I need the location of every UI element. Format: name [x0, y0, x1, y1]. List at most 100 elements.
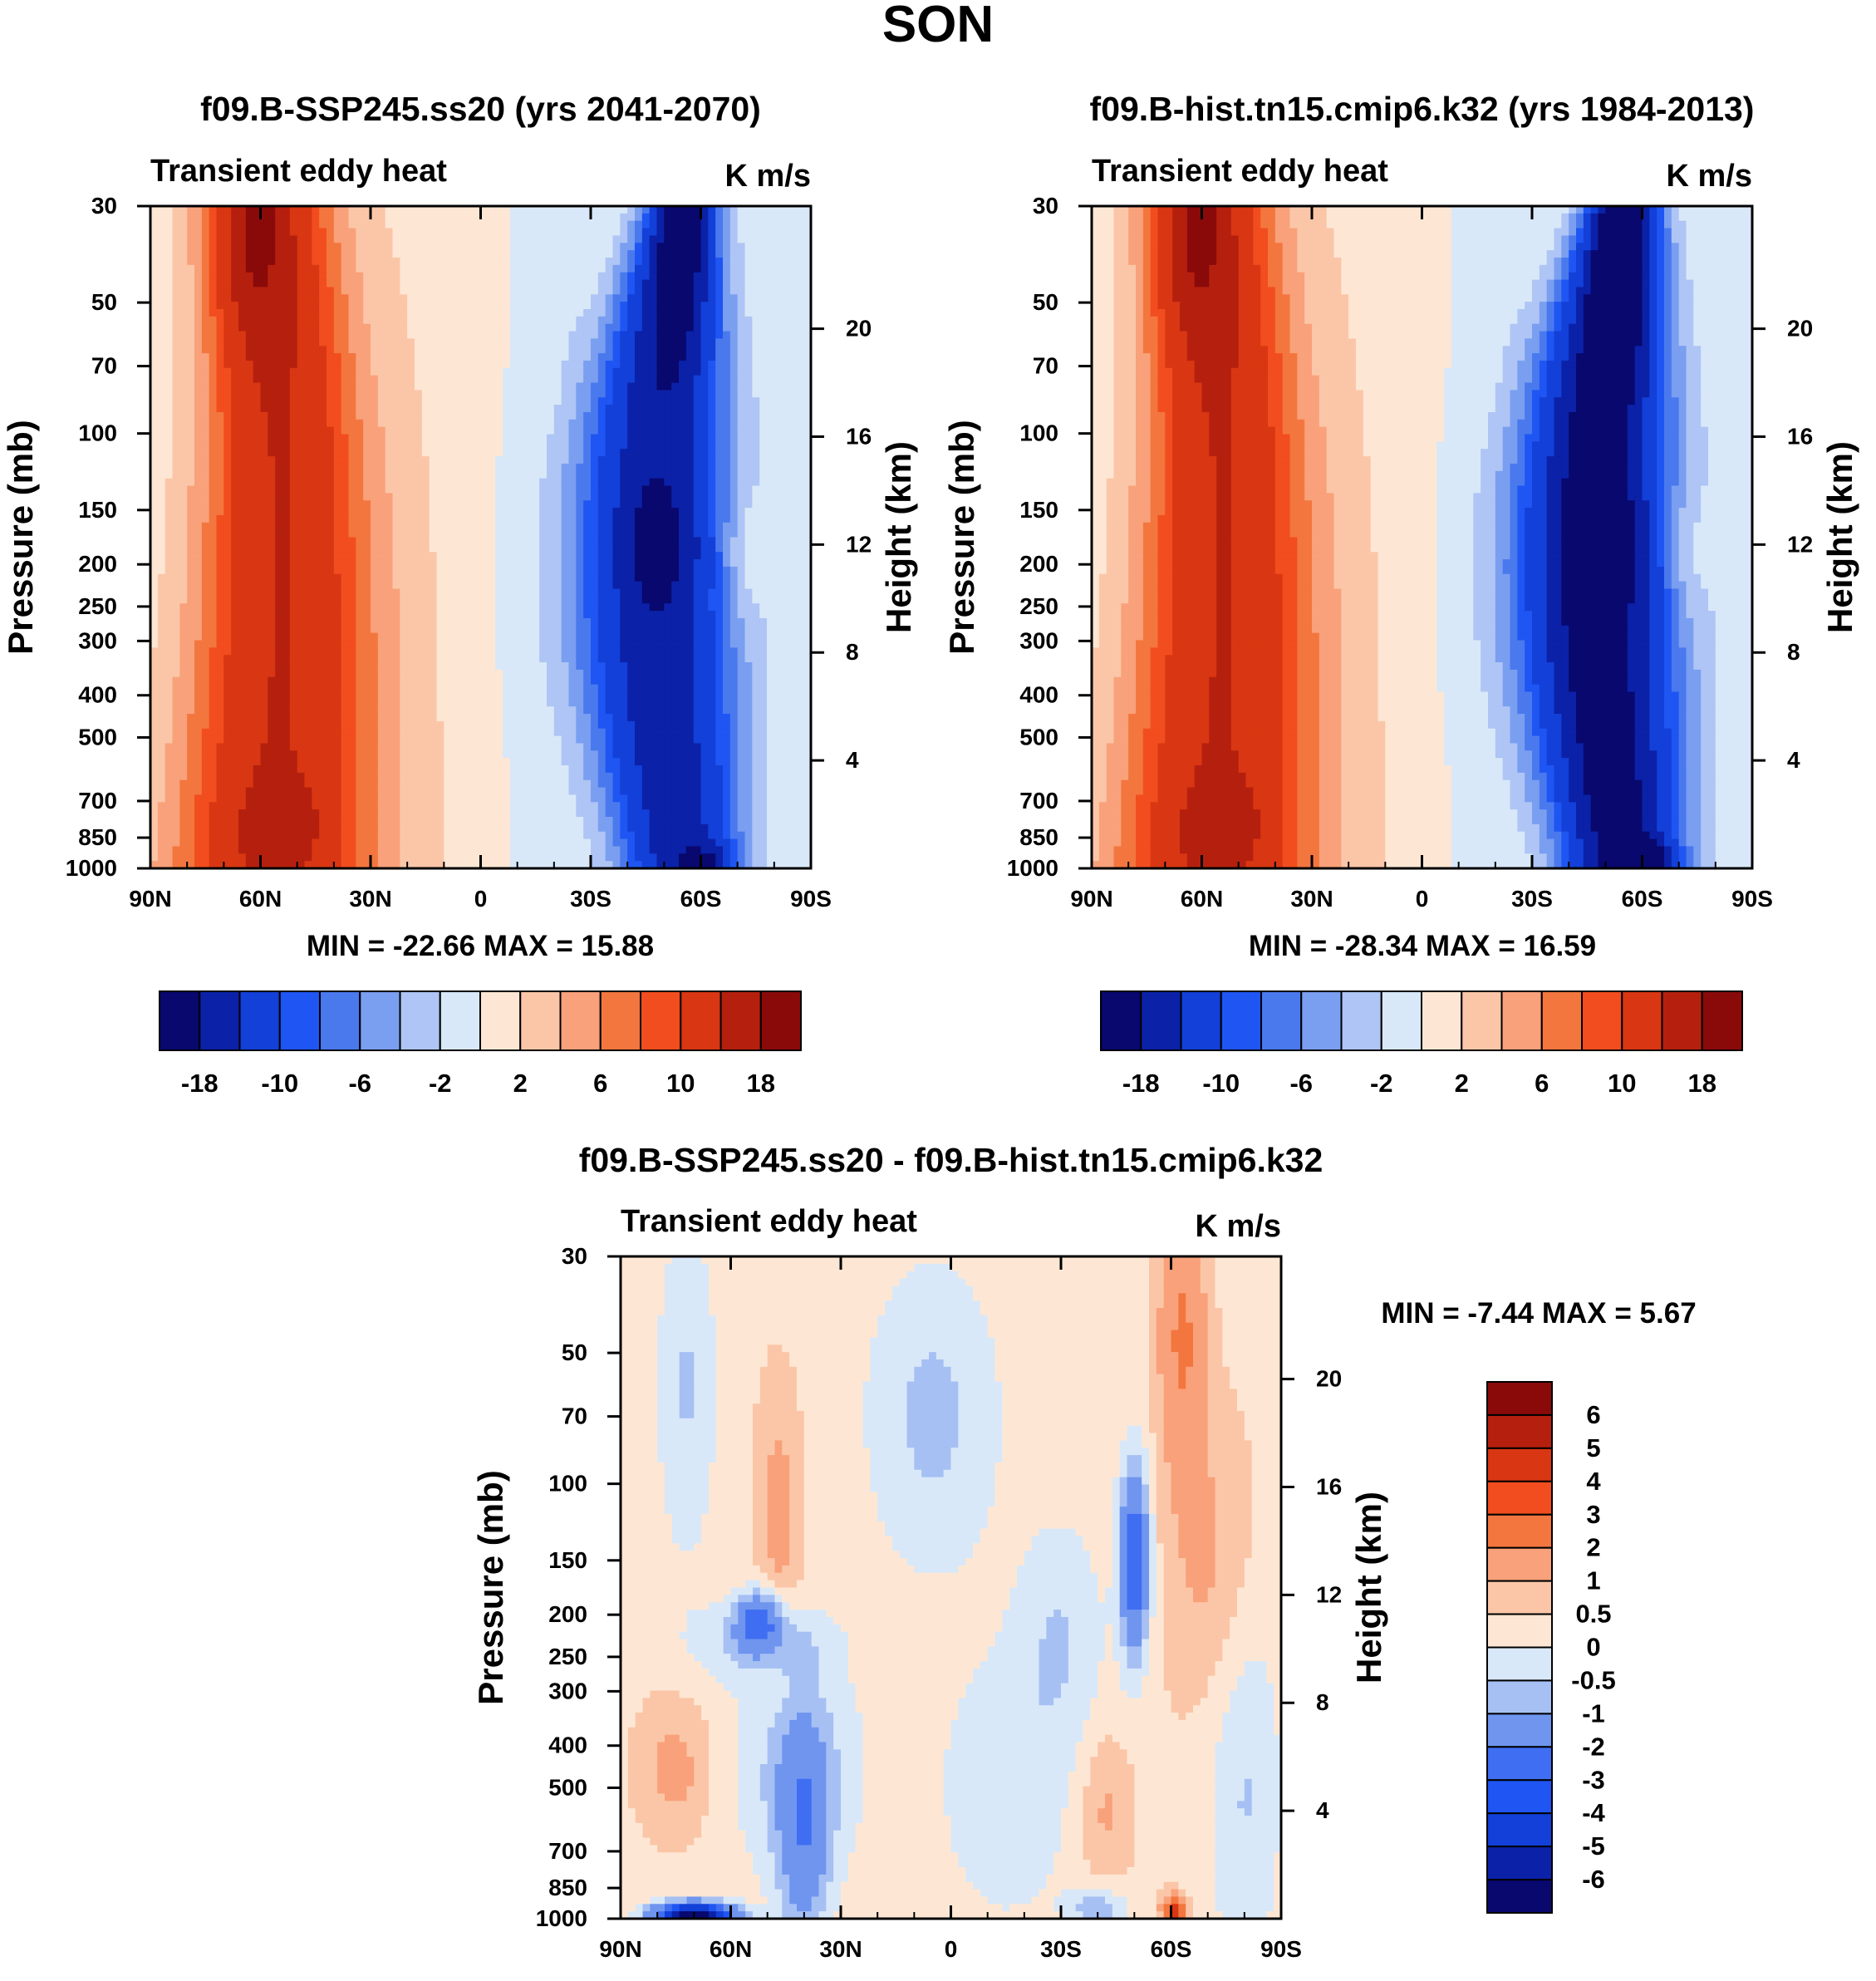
field-cell: [348, 566, 356, 575]
field-cell: [282, 367, 291, 376]
field-cell: [371, 272, 379, 281]
field-cell: [415, 470, 423, 479]
field-cell: [444, 426, 452, 435]
field-cell: [421, 514, 430, 524]
field-cell: [803, 316, 812, 325]
field-cell: [547, 419, 555, 428]
field-cell: [605, 235, 614, 243]
field-cell: [620, 390, 628, 398]
field-cell: [488, 500, 496, 509]
field-cell: [444, 382, 452, 391]
field-cell: [385, 566, 394, 575]
field-cell: [223, 308, 232, 317]
field-cell: [421, 228, 430, 237]
field-cell: [700, 449, 709, 457]
field-cell: [737, 544, 746, 553]
field-cell: [209, 308, 218, 317]
field-cell: [509, 338, 518, 347]
field-cell: [744, 331, 753, 339]
field-cell: [289, 514, 298, 524]
field-cell: [312, 213, 320, 222]
field-cell: [547, 463, 555, 472]
field-cell: [194, 338, 203, 347]
field-cell: [759, 573, 768, 583]
field-cell: [312, 220, 320, 229]
field-cell: [216, 426, 224, 435]
field-cell: [297, 367, 306, 376]
field-cell: [297, 235, 306, 243]
field-cell: [407, 611, 415, 619]
field-cell: [759, 478, 768, 487]
field-cell: [429, 294, 438, 302]
field-cell: [165, 470, 174, 479]
field-cell: [179, 250, 188, 258]
field-cell: [620, 316, 628, 325]
field-cell: [635, 323, 643, 332]
field-cell: [583, 493, 592, 501]
field-cell: [723, 206, 731, 214]
field-cell: [685, 544, 695, 553]
field-cell: [612, 537, 621, 545]
field-cell: [796, 206, 804, 214]
field-cell: [223, 426, 232, 435]
field-cell: [641, 323, 651, 332]
field-cell: [524, 235, 533, 243]
field-cell: [392, 220, 400, 229]
field-cell: [781, 529, 790, 538]
field-cell: [165, 493, 174, 501]
field-cell: [363, 302, 371, 310]
field-cell: [620, 257, 628, 266]
field-cell: [612, 514, 621, 524]
field-cell: [480, 316, 489, 325]
field-cell: [656, 514, 665, 524]
field-cell: [179, 441, 188, 450]
field-cell: [781, 346, 790, 354]
field-cell: [649, 470, 658, 479]
field-cell: [685, 485, 695, 494]
field-cell: [415, 250, 423, 258]
field-cell: [553, 323, 562, 332]
field-cell: [649, 302, 658, 310]
field-cell: [260, 581, 268, 590]
field-cell: [568, 581, 577, 590]
field-cell: [737, 588, 746, 597]
field-cell: [268, 508, 276, 516]
field-cell: [421, 367, 430, 376]
field-cell: [620, 264, 628, 273]
field-cell: [781, 308, 790, 317]
field-cell: [392, 552, 400, 560]
field-cell: [356, 411, 364, 420]
field-cell: [803, 552, 812, 560]
field-cell: [605, 529, 614, 538]
field-cell: [656, 331, 665, 339]
field-cell: [436, 308, 444, 317]
field-cell: [671, 449, 680, 457]
field-cell: [165, 544, 174, 553]
field-cell: [488, 316, 496, 325]
field-cell: [773, 514, 783, 524]
field-cell: [179, 397, 188, 406]
field-cell: [605, 559, 614, 568]
field-cell: [539, 250, 548, 258]
field-cell: [282, 331, 291, 339]
field-cell: [561, 367, 570, 376]
field-cell: [568, 257, 577, 266]
field-cell: [348, 228, 356, 237]
field-cell: [444, 493, 452, 501]
field-cell: [179, 529, 188, 538]
field-cell: [312, 611, 320, 619]
field-cell: [238, 611, 247, 619]
field-cell: [641, 537, 651, 545]
field-cell: [363, 375, 371, 384]
field-cell: [429, 235, 438, 243]
field-cell: [649, 508, 658, 516]
field-cell: [737, 206, 746, 214]
field-cell: [591, 411, 599, 420]
field-cell: [304, 508, 312, 516]
field-cell: [436, 228, 444, 237]
field-cell: [759, 514, 768, 524]
field-cell: [700, 367, 709, 376]
field-cell: [415, 419, 423, 428]
field-cell: [289, 426, 298, 435]
field-cell: [737, 411, 746, 420]
